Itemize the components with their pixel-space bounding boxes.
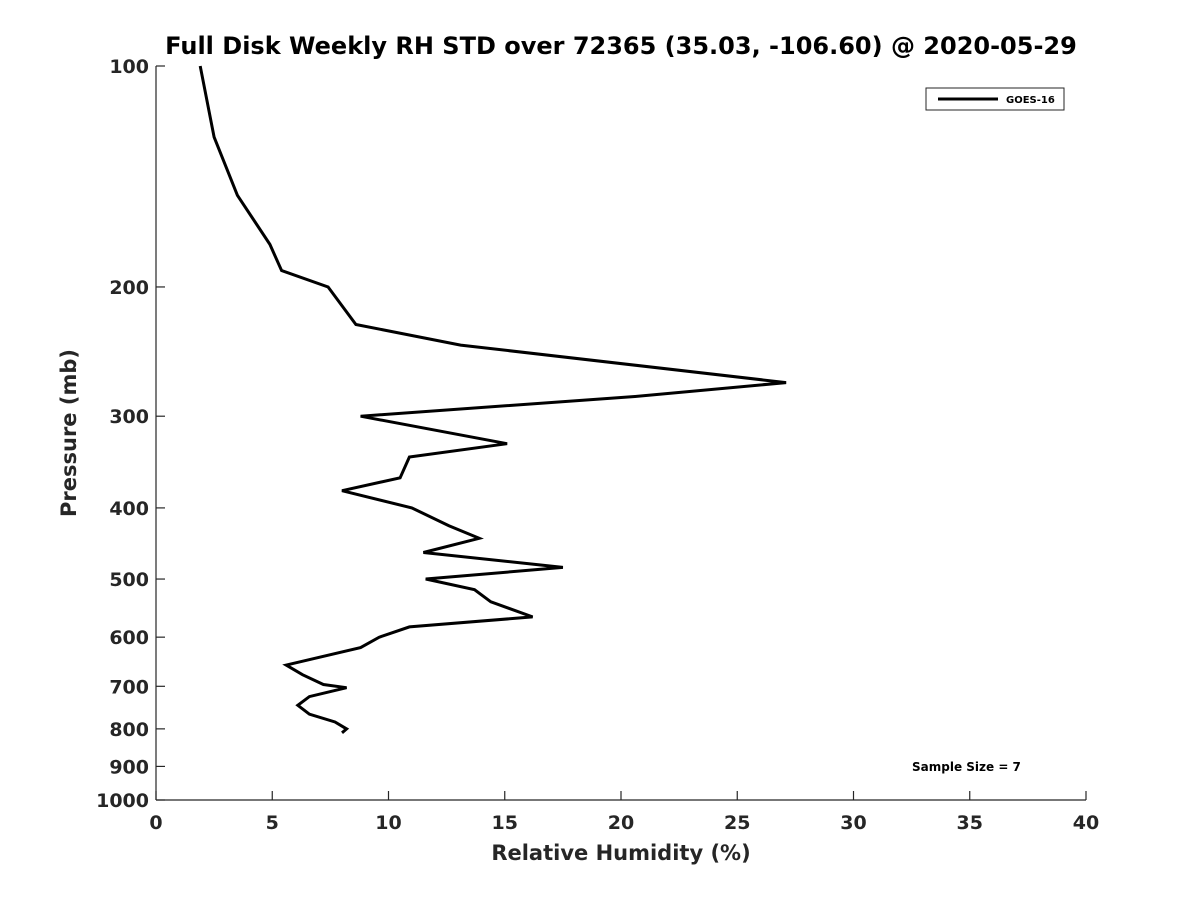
y-tick-label: 600 [109, 627, 149, 649]
legend: GOES-16 [925, 87, 1065, 111]
x-tick-label: 0 [149, 812, 162, 834]
y-tick-label: 700 [109, 676, 149, 698]
x-tick-label: 10 [375, 812, 401, 834]
series-layer [198, 65, 787, 734]
y-tick-label: 200 [109, 277, 149, 299]
y-tick-label: 400 [109, 498, 149, 520]
x-tick-label: 20 [608, 812, 634, 834]
x-axis-label: Relative Humidity (%) [491, 841, 750, 865]
chart-title: Full Disk Weekly RH STD over 72365 (35.0… [165, 32, 1077, 60]
y-tick-label: 100 [109, 56, 149, 78]
x-tick-label: 5 [266, 812, 279, 834]
y-axis-ticks: 100 200 300 400 500 600 700 800 900 1000 [96, 56, 165, 812]
sample-size-annotation: Sample Size = 7 [912, 760, 1021, 774]
y-tick-label: 900 [109, 756, 149, 778]
series-line-goes-16 [198, 65, 787, 734]
x-tick-label: 30 [840, 812, 866, 834]
y-axis-label: Pressure (mb) [57, 349, 81, 517]
x-tick-label: 15 [492, 812, 518, 834]
y-tick-label: 800 [109, 719, 149, 741]
y-tick-label: 300 [109, 406, 149, 428]
legend-label-goes-16: GOES-16 [1006, 95, 1055, 106]
y-tick-label: 1000 [96, 790, 149, 812]
x-tick-label: 35 [957, 812, 983, 834]
y-tick-label: 500 [109, 569, 149, 591]
x-tick-label: 25 [724, 812, 750, 834]
x-axis-ticks: 0 5 10 15 20 25 30 35 40 [149, 791, 1099, 834]
x-tick-label: 40 [1073, 812, 1099, 834]
